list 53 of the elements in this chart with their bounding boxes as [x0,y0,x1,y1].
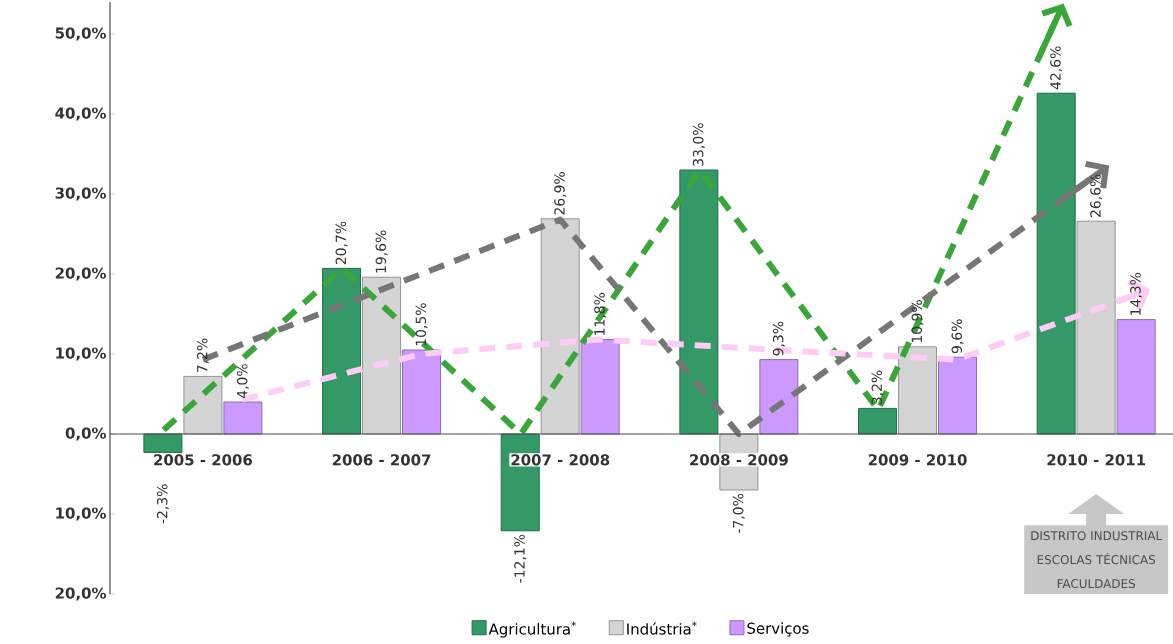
annotation: FACULDADES [1057,579,1136,589]
bar [938,356,978,435]
bar [223,401,263,435]
bar [322,267,362,435]
bar [1116,319,1156,435]
legend-label: Serviços [747,622,809,637]
y-tick-label: 30,0% [55,187,107,201]
data-label: 26,6% [1090,174,1103,217]
x-tick-label: 2006 - 2007 [332,454,431,466]
bar [362,276,402,435]
y-tick-label: 0,0% [65,427,107,441]
y-tick-label: 20,0% [55,587,107,601]
data-label: 26,9% [554,172,567,215]
bar [1076,220,1116,435]
data-label: 42,6% [1050,46,1063,90]
x-tick-label: 2009 - 2010 [868,454,967,466]
data-label: 33,0% [692,123,705,166]
bar [858,407,898,435]
data-label: 9,6% [951,319,964,354]
data-label: -2,3% [156,484,169,524]
annotation: ESCOLAS TÉCNICAS [1037,552,1156,565]
bar [759,359,799,435]
data-label: -12,1% [514,534,527,583]
legend-label: Indústria$^{*}$ [627,621,697,635]
y-tick-label: 10,0% [56,507,107,521]
y-tick-label: 50,0% [55,27,107,41]
bar [183,375,223,435]
bar [143,433,183,453]
x-tick-label: 2005 - 2006 [154,454,253,466]
x-tick-label: 2010 - 2011 [1047,454,1146,466]
data-label: 19,6% [375,230,388,273]
data-label: 4,0% [236,364,249,399]
data-label: 11,8% [594,292,607,335]
bar [898,346,938,435]
x-tick-label: 2008 - 2009 [690,454,788,466]
bar [402,349,442,435]
y-tick-label: 40,0% [55,107,107,121]
data-label: 10,5% [415,303,428,346]
legend-label: Agricultura$^{*}$ [488,621,576,638]
data-label: 7,2% [196,338,209,373]
data-label: 20,7% [335,221,348,265]
x-tick-label: 2007 - 2008 [511,454,610,466]
bar [679,169,719,435]
y-tick-label: 20,0% [55,267,107,281]
bar [1036,92,1076,435]
data-label: 3,2% [871,370,884,405]
data-label: 9,3% [772,321,785,356]
bar [540,218,580,435]
bar [580,339,620,435]
annotation: DISTRITO INDUSTRIAL [1031,531,1163,541]
data-label: -7,0% [732,493,745,533]
data-label: 10,9% [911,300,924,343]
y-tick-label: 10,0% [56,347,107,361]
